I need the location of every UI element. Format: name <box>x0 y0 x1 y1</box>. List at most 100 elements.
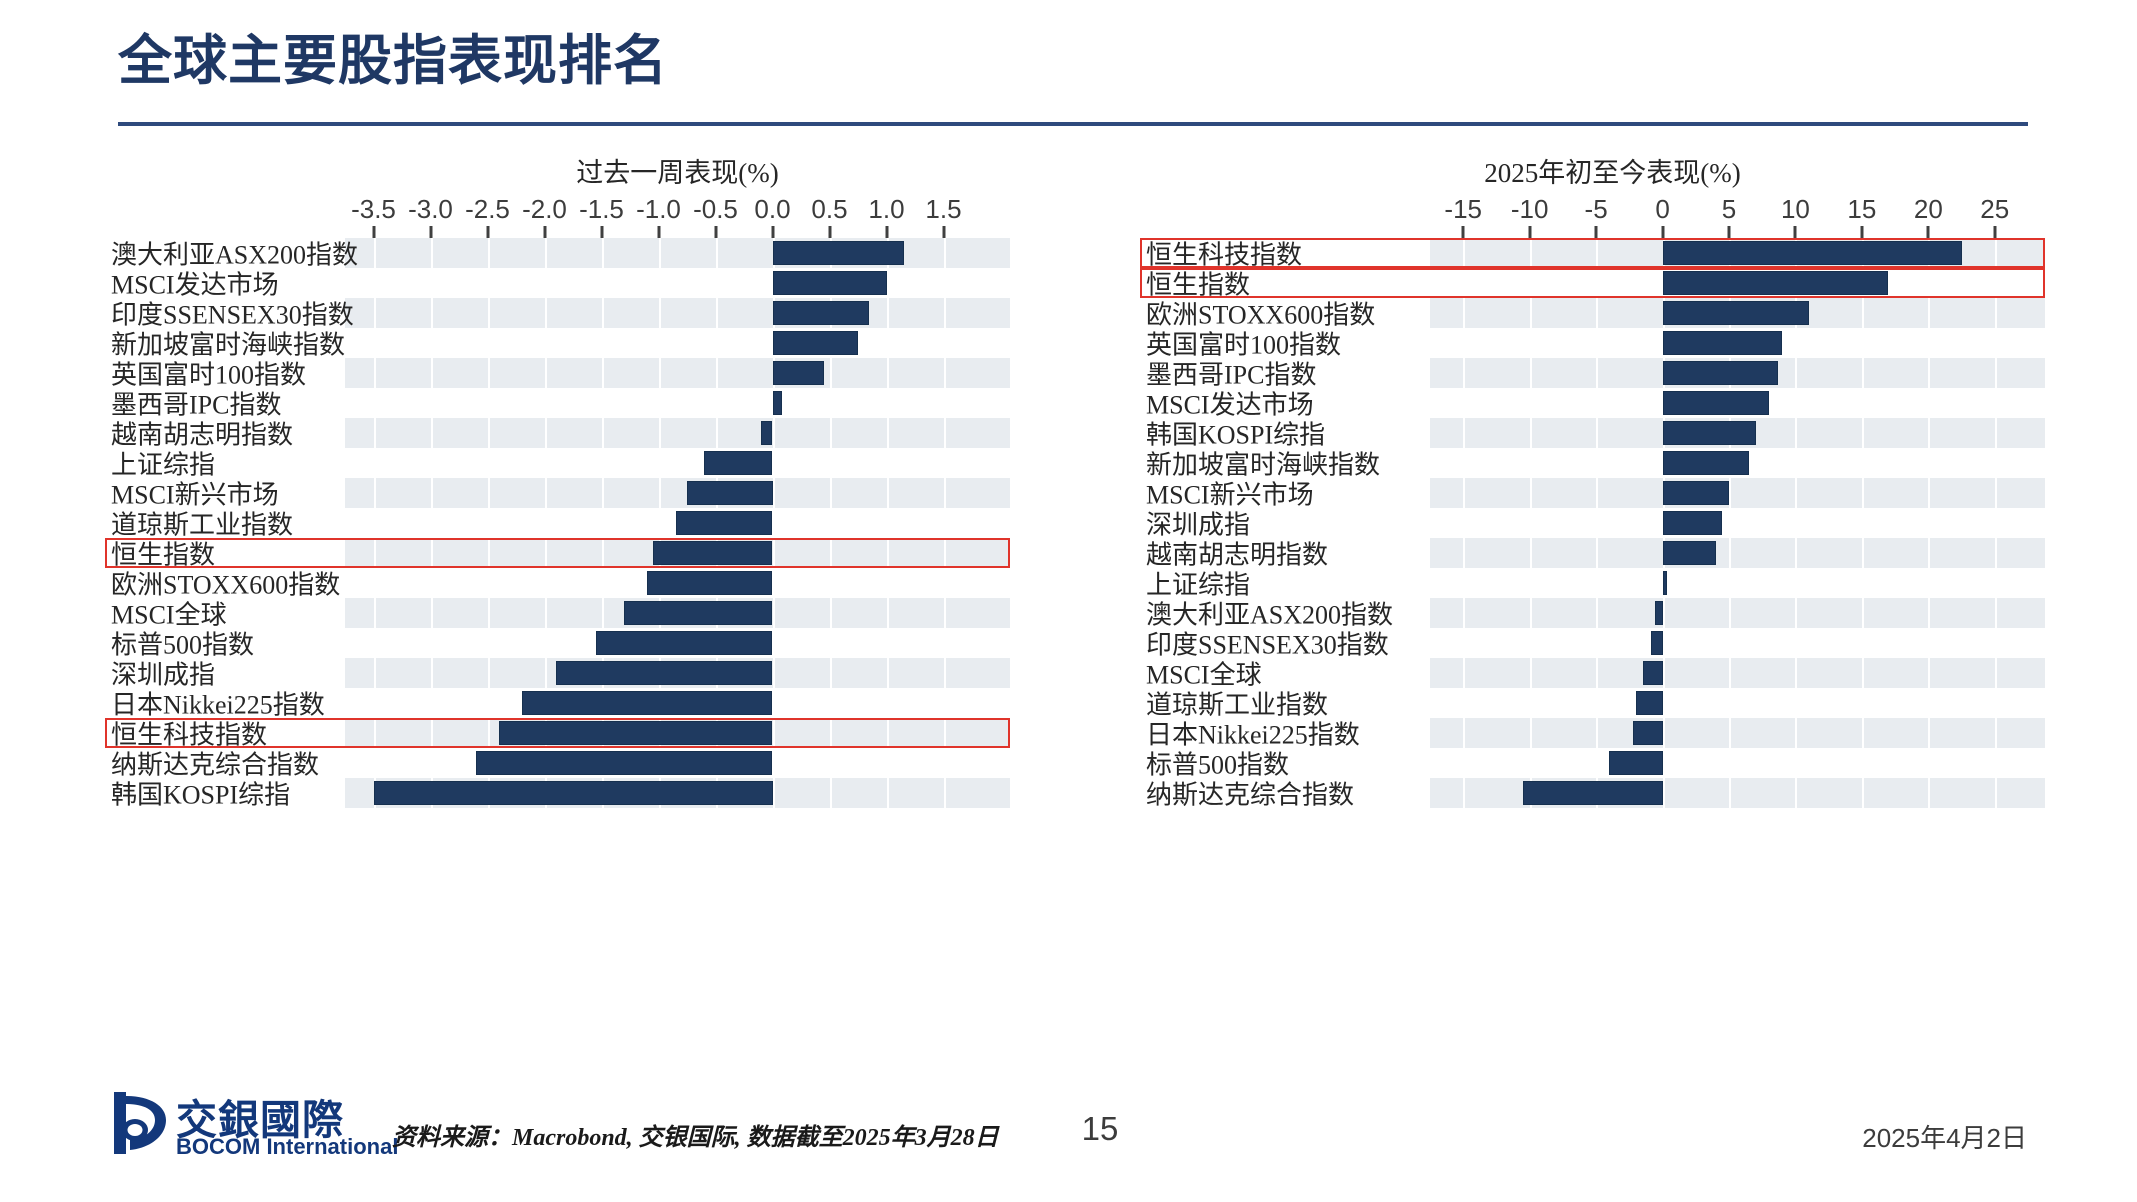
bar <box>1662 241 1962 265</box>
chart-panel-ytd: 2025年初至今表现(%) -15 -10 -5 0 5 10 15 20 25 恒生科技指数恒… <box>1140 160 2045 810</box>
grid-line <box>1596 478 1599 508</box>
grid-line <box>772 778 775 808</box>
grid-line <box>544 598 547 628</box>
grid-line <box>886 718 889 748</box>
category-label: 英国富时100指数 <box>1146 330 1342 360</box>
page-number: 15 <box>1081 1110 1119 1147</box>
chart-row: 深圳成指 <box>105 658 1010 690</box>
grid-line <box>1861 778 1864 808</box>
grid-line <box>943 538 946 568</box>
grid-line <box>1994 358 1997 388</box>
grid-line <box>943 478 946 508</box>
grid-line <box>658 358 661 388</box>
axis-tick-mark <box>1860 226 1864 238</box>
grid-line <box>1596 238 1599 268</box>
chart-row: 恒生科技指数 <box>1140 238 2045 270</box>
bar <box>1662 391 1769 415</box>
chart-row: 印度SSENSEX30指数 <box>1140 628 2045 660</box>
grid-line <box>772 478 775 508</box>
bar <box>675 511 773 535</box>
row-band <box>1430 598 2045 628</box>
chart-row: 澳大利亚ASX200指数 <box>105 238 1010 270</box>
grid-line <box>1994 298 1997 328</box>
bar <box>1662 451 1749 475</box>
chart-row: MSCI新兴市场 <box>105 478 1010 510</box>
grid-line <box>943 238 946 268</box>
grid-line <box>1463 298 1466 328</box>
grid-line <box>1861 358 1864 388</box>
logo-text-cn: 交銀國際 <box>176 1097 344 1143</box>
chart-row: 标普500指数 <box>105 628 1010 660</box>
grid-line <box>829 358 832 388</box>
bar <box>1662 511 1723 535</box>
grid-line <box>1463 538 1466 568</box>
category-label: 恒生科技指数 <box>1146 240 1303 270</box>
grid-line <box>373 298 376 328</box>
bar <box>647 571 773 595</box>
grid-line <box>1928 478 1931 508</box>
axis-tick-mark <box>429 226 432 238</box>
grid-line <box>886 658 889 688</box>
chart-row: 上证综指 <box>105 448 1010 480</box>
grid-line <box>373 358 376 388</box>
row-band <box>1430 478 2045 508</box>
axis-tick-label: -0.5 <box>693 194 738 224</box>
grid-line <box>1529 358 1532 388</box>
chart-row: MSCI发达市场 <box>105 268 1010 300</box>
source-note: 资料来源：Macrobond, 交银国际, 数据截至2025年3月28日 <box>392 1125 999 1151</box>
grid-line <box>373 478 376 508</box>
grid-line <box>715 298 718 328</box>
grid-line <box>1928 658 1931 688</box>
grid-line <box>544 238 547 268</box>
grid-line <box>1662 778 1665 808</box>
chart-row: 英国富时100指数 <box>105 358 1010 390</box>
axis-tick-mark <box>828 226 831 238</box>
grid-line <box>1795 718 1798 748</box>
category-label: 标普500指数 <box>1146 750 1290 780</box>
grid-line <box>1729 478 1731 508</box>
grid-line <box>1662 598 1665 628</box>
bar <box>704 451 773 475</box>
chart-row: 日本Nikkei225指数 <box>1140 718 2045 750</box>
grid-line <box>430 718 433 748</box>
row-band <box>1430 568 2045 598</box>
grid-line <box>430 538 433 568</box>
grid-line <box>1529 478 1532 508</box>
grid-line <box>1795 598 1798 628</box>
axis-tick-mark <box>486 226 489 238</box>
bar <box>373 781 773 805</box>
grid-line <box>487 718 490 748</box>
grid-line <box>943 298 946 328</box>
chart-row: MSCI发达市场 <box>1140 388 2045 420</box>
grid-line <box>1795 538 1798 568</box>
chart-row: 越南胡志明指数 <box>105 418 1010 450</box>
row-band <box>1430 658 2045 688</box>
grid-line <box>1529 298 1532 328</box>
grid-line <box>1861 538 1864 568</box>
grid-line <box>943 358 946 388</box>
grid-line <box>1994 598 1997 628</box>
bar <box>1523 781 1663 805</box>
category-label: 深圳成指 <box>1146 510 1251 540</box>
bar <box>1662 301 1809 325</box>
chart-title-weekly: 过去一周表现(%) <box>576 158 779 188</box>
x-axis-ticks-weekly <box>105 226 1010 238</box>
chart-row: 标普500指数 <box>1140 748 2045 780</box>
category-label: 越南胡志明指数 <box>111 420 294 450</box>
row-band <box>345 328 1010 358</box>
grid-line <box>715 358 718 388</box>
row-band <box>345 478 1010 508</box>
grid-line <box>1795 358 1798 388</box>
category-label: 日本Nikkei225指数 <box>1146 720 1360 750</box>
axis-tick-label: -15 <box>1444 194 1483 224</box>
grid-line <box>1994 238 1997 268</box>
grid-line <box>1795 778 1798 808</box>
category-label: 新加坡富时海峡指数 <box>1146 450 1381 480</box>
grid-line <box>487 598 490 628</box>
bar <box>1662 361 1779 385</box>
grid-line <box>1928 778 1931 808</box>
x-axis-labels-ytd: -15 -10 -5 0 5 10 15 20 25 <box>1140 194 2045 226</box>
grid-line <box>943 778 946 808</box>
row-band <box>1430 508 2045 538</box>
grid-line <box>1463 718 1466 748</box>
